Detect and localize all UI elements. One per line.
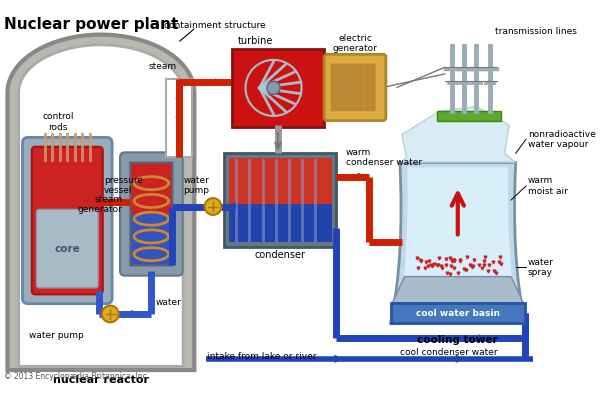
FancyBboxPatch shape — [37, 209, 98, 288]
FancyBboxPatch shape — [331, 64, 342, 111]
Text: control
rods: control rods — [42, 112, 74, 132]
Text: electric
generator: electric generator — [332, 34, 377, 53]
FancyBboxPatch shape — [224, 153, 337, 247]
Text: cool water basin: cool water basin — [416, 308, 500, 318]
FancyBboxPatch shape — [130, 163, 172, 214]
Text: water
pump: water pump — [183, 176, 209, 195]
FancyBboxPatch shape — [32, 147, 103, 294]
FancyBboxPatch shape — [232, 49, 324, 127]
Circle shape — [102, 306, 119, 322]
Text: warm
moist air: warm moist air — [528, 176, 568, 196]
Polygon shape — [19, 45, 183, 366]
Text: © 2013 Encyclopædia Britannica, Inc.: © 2013 Encyclopædia Britannica, Inc. — [4, 372, 149, 381]
FancyBboxPatch shape — [166, 78, 193, 157]
Text: cooling tower: cooling tower — [418, 334, 498, 344]
Text: nuclear reactor: nuclear reactor — [53, 375, 149, 385]
Text: intake from lake or river: intake from lake or river — [208, 352, 317, 361]
FancyBboxPatch shape — [22, 138, 112, 304]
Text: warm
condenser water: warm condenser water — [346, 148, 422, 167]
Circle shape — [205, 198, 221, 215]
Text: cool condenser water: cool condenser water — [400, 348, 497, 357]
PathPatch shape — [398, 167, 518, 319]
FancyBboxPatch shape — [229, 204, 332, 242]
Text: condenser: condenser — [255, 250, 306, 260]
Polygon shape — [392, 277, 523, 303]
Polygon shape — [400, 106, 516, 163]
Circle shape — [267, 81, 280, 94]
Text: containment structure: containment structure — [164, 21, 266, 30]
Text: water pump: water pump — [29, 331, 83, 340]
Text: core: core — [55, 244, 80, 254]
Text: water: water — [156, 298, 182, 306]
Text: steam: steam — [149, 62, 176, 71]
Text: Nuclear power plant: Nuclear power plant — [4, 17, 178, 32]
FancyBboxPatch shape — [342, 64, 353, 111]
FancyBboxPatch shape — [324, 54, 386, 120]
Polygon shape — [7, 35, 194, 370]
FancyBboxPatch shape — [120, 152, 182, 276]
FancyBboxPatch shape — [130, 214, 172, 266]
Text: nonradioactive
water vapour: nonradioactive water vapour — [528, 130, 596, 149]
Text: transmission lines: transmission lines — [495, 28, 577, 36]
FancyBboxPatch shape — [353, 64, 364, 111]
Text: water
spray: water spray — [528, 258, 554, 277]
Text: turbine: turbine — [238, 36, 274, 46]
FancyBboxPatch shape — [364, 64, 376, 111]
FancyBboxPatch shape — [437, 111, 501, 120]
Text: pressure
vessel: pressure vessel — [104, 176, 143, 195]
Text: steam
generator: steam generator — [78, 195, 123, 214]
FancyBboxPatch shape — [391, 303, 525, 323]
PathPatch shape — [391, 163, 525, 323]
FancyBboxPatch shape — [229, 158, 332, 204]
